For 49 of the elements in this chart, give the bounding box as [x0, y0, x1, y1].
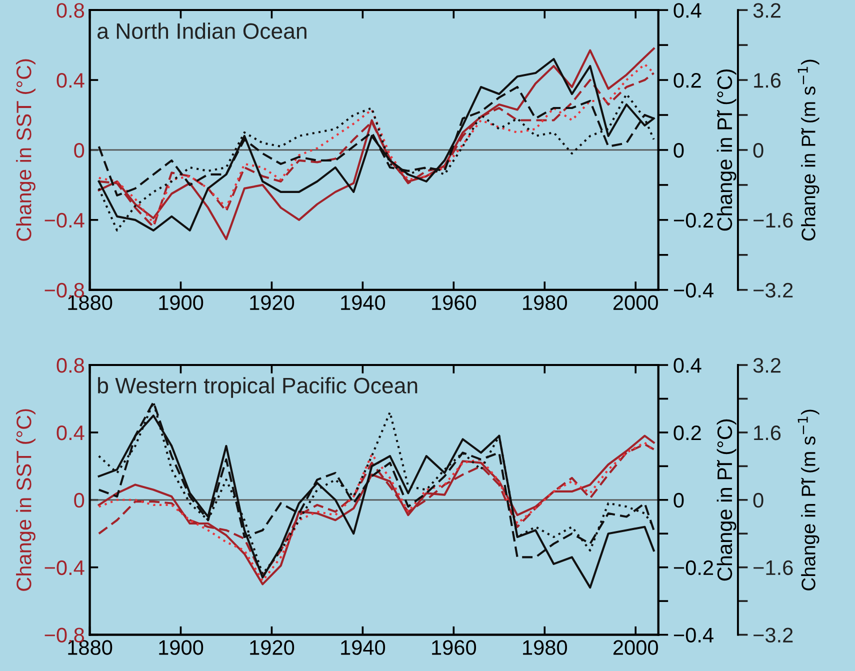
y3-axis-title: Change in P̃I (m s$^{−1}$)	[798, 410, 820, 590]
chart-title: a North Indian Ocean	[98, 22, 306, 39]
y2-tick-label: 0	[674, 142, 684, 158]
y3-tick-label: 1.6	[754, 73, 781, 88]
y3-tick-label: 1.6	[754, 425, 781, 440]
y2-tick-label: −0.4	[674, 282, 714, 298]
y-tick-label: 0	[74, 142, 84, 158]
x-tick-label: 1900	[159, 640, 204, 655]
y3-tick-label: −3.2	[754, 282, 793, 298]
y3-tick-label: −1.6	[754, 212, 793, 228]
x-tick-label: 2000	[613, 295, 658, 310]
x-tick-label: 1900	[159, 295, 204, 310]
y-axis-title: Change in SST (°C)	[16, 59, 36, 241]
y3-tick-label: −3.2	[754, 628, 793, 643]
x-tick-label: 1940	[341, 640, 386, 655]
y2-tick-label: 0	[674, 492, 684, 508]
y2-tick-label: −0.4	[674, 628, 714, 643]
y3-tick-label: 0	[753, 492, 764, 508]
y2-axis-title: Change in P̃I (°C)	[716, 419, 736, 581]
y3-tick-label: 0	[753, 142, 764, 158]
y2-tick-label: 0.2	[674, 73, 701, 88]
y-axis-title: Change in SST (°C)	[16, 409, 36, 591]
y-tick-label: −0.4	[44, 560, 84, 576]
y-tick-label: 0.8	[56, 358, 84, 373]
y-tick-label: −0.4	[44, 212, 84, 228]
y-tick-label: 0.4	[56, 425, 84, 440]
y2-axis-title: Change in P̃I (°C)	[716, 70, 736, 231]
x-tick-label: 1960	[432, 640, 476, 655]
y-tick-label: 0	[74, 492, 84, 508]
y2-tick-label: −0.2	[674, 560, 714, 576]
x-tick-label: 1920	[250, 295, 294, 310]
y3-axis-title: Change in P̃I (m s$^{−1}$)	[798, 60, 820, 240]
y2-tick-label: −0.2	[674, 212, 714, 228]
x-tick-label: 1880	[68, 640, 112, 655]
y2-tick-label: 0.4	[674, 358, 702, 373]
x-tick-label: 1980	[523, 295, 567, 310]
x-tick-label: 1960	[432, 295, 476, 310]
y3-tick-label: 3.2	[753, 3, 780, 18]
x-tick-label: 1940	[341, 295, 386, 310]
x-tick-label: 2000	[613, 640, 658, 655]
x-tick-label: 1920	[250, 640, 294, 655]
text: b Western tropical Pacific Ocean	[98, 377, 418, 398]
y2-tick-label: 0.4	[674, 3, 702, 18]
y2-tick-label: 0.2	[674, 425, 701, 440]
y3-tick-label: −1.6	[754, 560, 793, 576]
y3-tick-label: 3.2	[753, 358, 780, 373]
x-tick-label: 1980	[523, 640, 567, 655]
y-tick-label: 0.4	[56, 73, 84, 88]
y-tick-label: 0.8	[56, 3, 84, 18]
